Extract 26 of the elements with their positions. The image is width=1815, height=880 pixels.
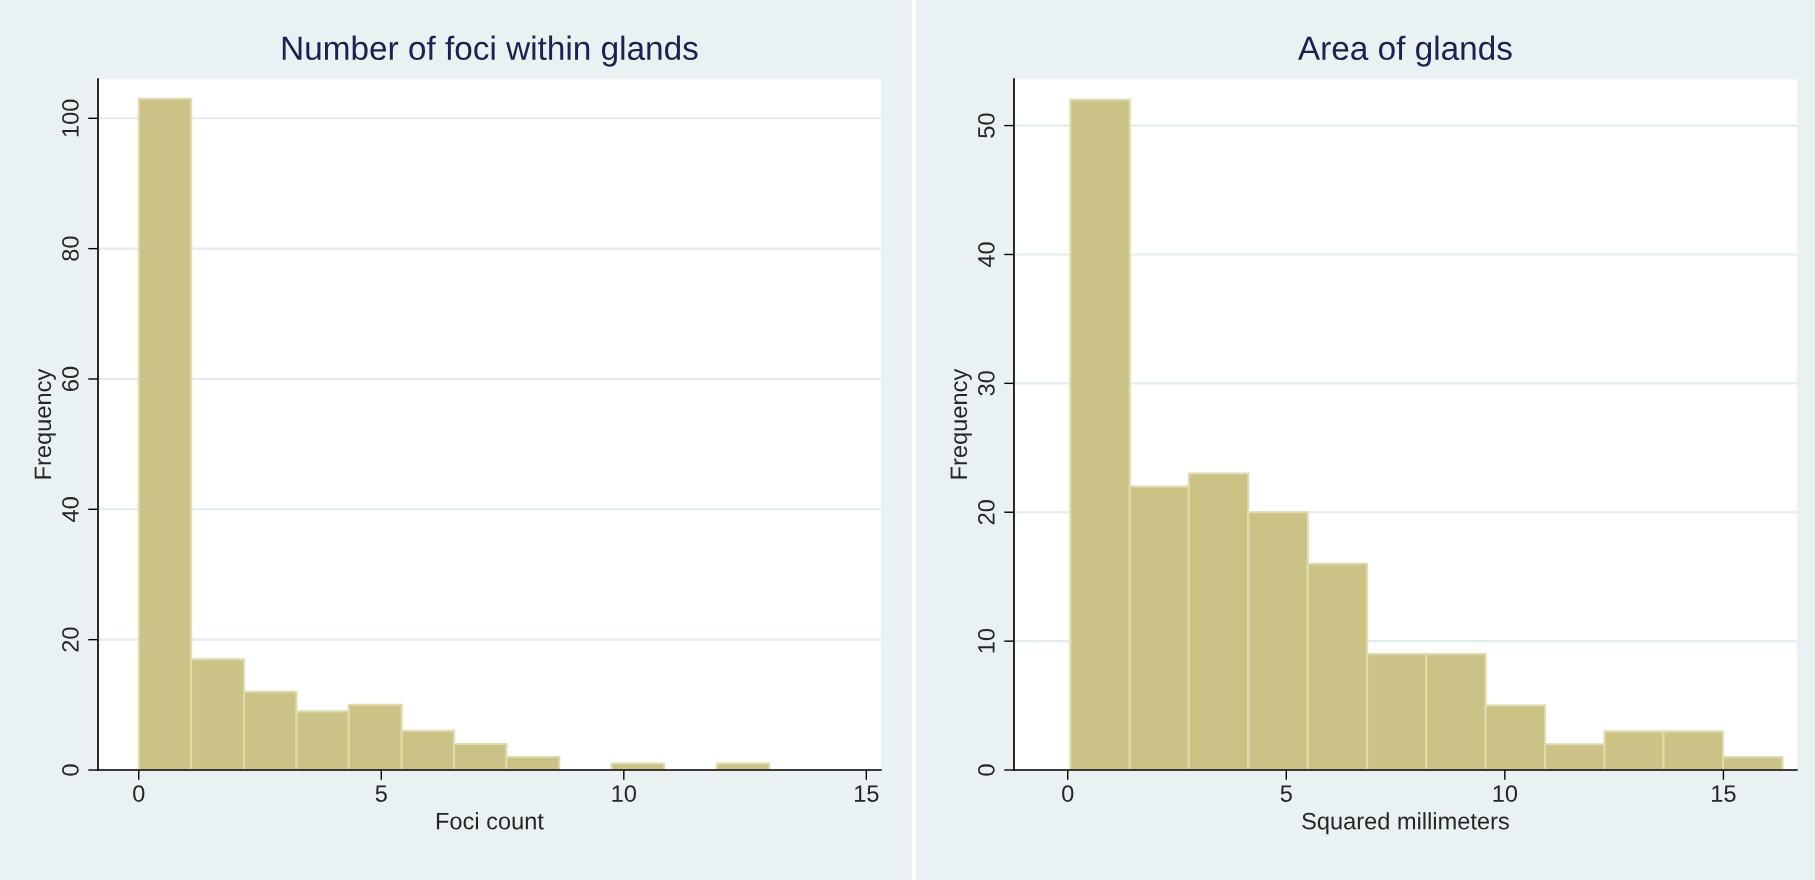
y-tick-label: 0	[62, 764, 79, 776]
y-tick-label: 50	[978, 113, 995, 138]
y-tick-label: 20	[978, 500, 995, 525]
y-axis-title: Frequency	[34, 368, 56, 479]
y-tick-label: 40	[978, 242, 995, 268]
x-tick-label: 10	[612, 785, 637, 802]
x-tick-label: 15	[855, 785, 879, 802]
y-axis-title: Frequency	[950, 368, 972, 479]
x-tick-label: 15	[1712, 785, 1736, 802]
y-tick-label: 0	[978, 764, 995, 776]
y-tick-label: 80	[62, 236, 79, 261]
y-tick-label: 20	[62, 627, 79, 652]
x-tick-label: 5	[1280, 785, 1292, 802]
chart-title: Area of glands	[1298, 35, 1512, 67]
x-axis-title: Squared millimeters	[1302, 812, 1509, 835]
x-tick-label: 10	[1493, 785, 1518, 802]
y-tick-label: 100	[62, 99, 79, 137]
x-tick-label: 0	[133, 785, 145, 802]
x-axis-title: Foci count	[436, 812, 544, 830]
y-tick-label: 60	[62, 366, 79, 391]
y-tick-label: 40	[62, 497, 79, 522]
y-tick-label: 10	[978, 628, 995, 653]
x-tick-label: 5	[375, 785, 387, 802]
chart-title: Number of foci within glands	[282, 35, 698, 67]
y-tick-label: 30	[978, 371, 995, 396]
x-tick-label: 0	[1062, 785, 1074, 802]
